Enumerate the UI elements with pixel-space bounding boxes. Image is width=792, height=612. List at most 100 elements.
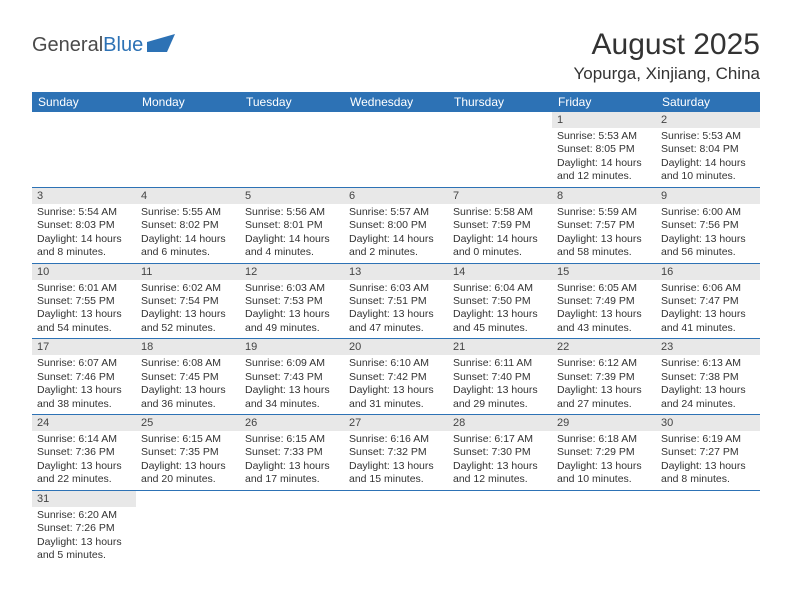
day-body: Sunrise: 5:55 AMSunset: 8:02 PMDaylight:…	[136, 204, 240, 263]
sunset-text: Sunset: 7:29 PM	[557, 446, 651, 459]
calendar-cell: 17Sunrise: 6:07 AMSunset: 7:46 PMDayligh…	[32, 339, 136, 415]
sunset-text: Sunset: 7:49 PM	[557, 295, 651, 308]
calendar-row: 10Sunrise: 6:01 AMSunset: 7:55 PMDayligh…	[32, 263, 760, 339]
sunrise-text: Sunrise: 5:56 AM	[245, 206, 339, 219]
calendar-cell-empty	[32, 112, 136, 187]
day-body: Sunrise: 5:58 AMSunset: 7:59 PMDaylight:…	[448, 204, 552, 263]
calendar-cell: 9Sunrise: 6:00 AMSunset: 7:56 PMDaylight…	[656, 187, 760, 263]
sunrise-text: Sunrise: 6:00 AM	[661, 206, 755, 219]
sunset-text: Sunset: 7:54 PM	[141, 295, 235, 308]
daylight-line1: Daylight: 13 hours	[141, 308, 235, 321]
daylight-line2: and 4 minutes.	[245, 246, 339, 259]
calendar-cell: 5Sunrise: 5:56 AMSunset: 8:01 PMDaylight…	[240, 187, 344, 263]
daylight-line2: and 58 minutes.	[557, 246, 651, 259]
calendar-cell-empty	[656, 490, 760, 565]
calendar-cell: 12Sunrise: 6:03 AMSunset: 7:53 PMDayligh…	[240, 263, 344, 339]
sunrise-text: Sunrise: 6:07 AM	[37, 357, 131, 370]
daylight-line1: Daylight: 14 hours	[349, 233, 443, 246]
daylight-line2: and 41 minutes.	[661, 322, 755, 335]
sunrise-text: Sunrise: 6:01 AM	[37, 282, 131, 295]
day-number: 7	[448, 188, 552, 204]
daylight-line2: and 36 minutes.	[141, 398, 235, 411]
day-body: Sunrise: 5:56 AMSunset: 8:01 PMDaylight:…	[240, 204, 344, 263]
calendar-cell: 26Sunrise: 6:15 AMSunset: 7:33 PMDayligh…	[240, 415, 344, 491]
day-number: 5	[240, 188, 344, 204]
day-body: Sunrise: 6:14 AMSunset: 7:36 PMDaylight:…	[32, 431, 136, 490]
calendar-cell: 23Sunrise: 6:13 AMSunset: 7:38 PMDayligh…	[656, 339, 760, 415]
calendar-cell-empty	[344, 112, 448, 187]
day-header-sun: Sunday	[32, 92, 136, 112]
daylight-line2: and 20 minutes.	[141, 473, 235, 486]
day-number: 23	[656, 339, 760, 355]
daylight-line1: Daylight: 13 hours	[557, 384, 651, 397]
calendar-cell: 24Sunrise: 6:14 AMSunset: 7:36 PMDayligh…	[32, 415, 136, 491]
day-body: Sunrise: 6:17 AMSunset: 7:30 PMDaylight:…	[448, 431, 552, 490]
daylight-line1: Daylight: 14 hours	[245, 233, 339, 246]
sunset-text: Sunset: 7:27 PM	[661, 446, 755, 459]
daylight-line2: and 12 minutes.	[453, 473, 547, 486]
day-body: Sunrise: 5:53 AMSunset: 8:05 PMDaylight:…	[552, 128, 656, 187]
daylight-line2: and 10 minutes.	[661, 170, 755, 183]
daylight-line2: and 6 minutes.	[141, 246, 235, 259]
daylight-line1: Daylight: 13 hours	[245, 384, 339, 397]
daylight-line2: and 52 minutes.	[141, 322, 235, 335]
calendar-cell: 8Sunrise: 5:59 AMSunset: 7:57 PMDaylight…	[552, 187, 656, 263]
day-number: 21	[448, 339, 552, 355]
sunset-text: Sunset: 7:39 PM	[557, 371, 651, 384]
day-number: 24	[32, 415, 136, 431]
day-header-tue: Tuesday	[240, 92, 344, 112]
sunset-text: Sunset: 7:38 PM	[661, 371, 755, 384]
calendar-cell-empty	[344, 490, 448, 565]
daylight-line2: and 24 minutes.	[661, 398, 755, 411]
day-number: 18	[136, 339, 240, 355]
calendar-cell-empty	[552, 490, 656, 565]
day-header-sat: Saturday	[656, 92, 760, 112]
sunrise-text: Sunrise: 5:59 AM	[557, 206, 651, 219]
day-number: 10	[32, 264, 136, 280]
sunrise-text: Sunrise: 5:54 AM	[37, 206, 131, 219]
day-body: Sunrise: 6:15 AMSunset: 7:33 PMDaylight:…	[240, 431, 344, 490]
daylight-line2: and 27 minutes.	[557, 398, 651, 411]
day-number: 17	[32, 339, 136, 355]
day-number: 6	[344, 188, 448, 204]
calendar-cell: 6Sunrise: 5:57 AMSunset: 8:00 PMDaylight…	[344, 187, 448, 263]
sunset-text: Sunset: 7:43 PM	[245, 371, 339, 384]
daylight-line2: and 15 minutes.	[349, 473, 443, 486]
daylight-line1: Daylight: 13 hours	[661, 308, 755, 321]
daylight-line1: Daylight: 13 hours	[661, 384, 755, 397]
sunset-text: Sunset: 7:57 PM	[557, 219, 651, 232]
sunrise-text: Sunrise: 6:06 AM	[661, 282, 755, 295]
sunset-text: Sunset: 7:40 PM	[453, 371, 547, 384]
sunset-text: Sunset: 7:32 PM	[349, 446, 443, 459]
day-body: Sunrise: 6:01 AMSunset: 7:55 PMDaylight:…	[32, 280, 136, 339]
sunrise-text: Sunrise: 6:14 AM	[37, 433, 131, 446]
calendar-row: 1Sunrise: 5:53 AMSunset: 8:05 PMDaylight…	[32, 112, 760, 187]
day-number: 4	[136, 188, 240, 204]
sunset-text: Sunset: 7:56 PM	[661, 219, 755, 232]
day-body: Sunrise: 6:06 AMSunset: 7:47 PMDaylight:…	[656, 280, 760, 339]
day-number: 27	[344, 415, 448, 431]
calendar-cell: 22Sunrise: 6:12 AMSunset: 7:39 PMDayligh…	[552, 339, 656, 415]
sunrise-text: Sunrise: 6:19 AM	[661, 433, 755, 446]
day-header-mon: Monday	[136, 92, 240, 112]
calendar-cell-empty	[240, 490, 344, 565]
calendar-cell: 27Sunrise: 6:16 AMSunset: 7:32 PMDayligh…	[344, 415, 448, 491]
day-number: 25	[136, 415, 240, 431]
daylight-line2: and 54 minutes.	[37, 322, 131, 335]
calendar-table: Sunday Monday Tuesday Wednesday Thursday…	[32, 92, 760, 566]
day-header-row: Sunday Monday Tuesday Wednesday Thursday…	[32, 92, 760, 112]
logo: GeneralBlue	[32, 28, 177, 57]
daylight-line1: Daylight: 13 hours	[453, 308, 547, 321]
calendar-cell: 31Sunrise: 6:20 AMSunset: 7:26 PMDayligh…	[32, 490, 136, 565]
sunrise-text: Sunrise: 6:09 AM	[245, 357, 339, 370]
day-number: 20	[344, 339, 448, 355]
daylight-line1: Daylight: 13 hours	[349, 384, 443, 397]
sunset-text: Sunset: 7:55 PM	[37, 295, 131, 308]
calendar-cell: 21Sunrise: 6:11 AMSunset: 7:40 PMDayligh…	[448, 339, 552, 415]
calendar-row: 3Sunrise: 5:54 AMSunset: 8:03 PMDaylight…	[32, 187, 760, 263]
calendar-cell: 2Sunrise: 5:53 AMSunset: 8:04 PMDaylight…	[656, 112, 760, 187]
sunset-text: Sunset: 8:00 PM	[349, 219, 443, 232]
sunrise-text: Sunrise: 6:04 AM	[453, 282, 547, 295]
sunrise-text: Sunrise: 6:05 AM	[557, 282, 651, 295]
calendar-cell: 4Sunrise: 5:55 AMSunset: 8:02 PMDaylight…	[136, 187, 240, 263]
